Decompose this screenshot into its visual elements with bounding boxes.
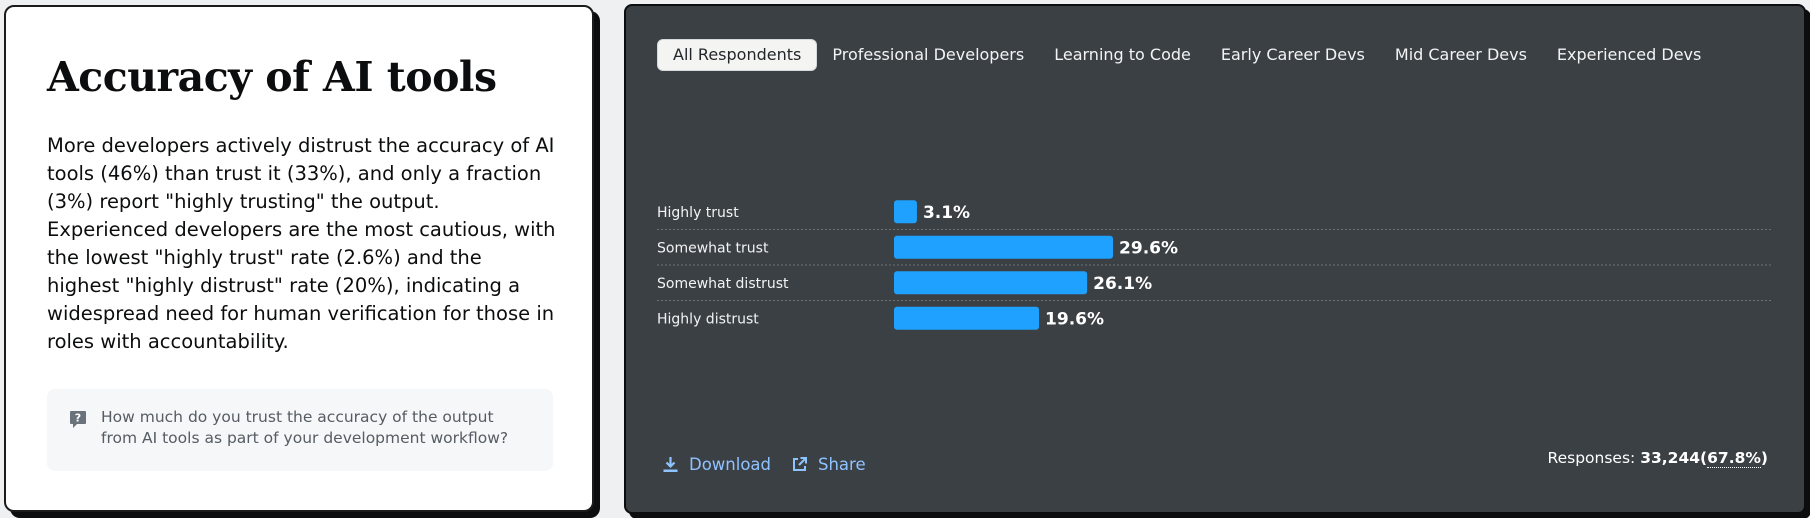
share-label: Share <box>818 455 866 474</box>
bar[interactable] <box>894 235 1114 259</box>
category-label: Highly trust <box>657 205 739 221</box>
bar[interactable] <box>894 306 1040 330</box>
summary-description: More developers actively distrust the ac… <box>47 134 556 353</box>
page-title: Accuracy of AI tools <box>47 53 497 101</box>
bar-value-label: 3.1% <box>923 203 970 223</box>
category-label: Somewhat distrust <box>657 276 789 292</box>
bar-value-label: 19.6% <box>1045 309 1104 329</box>
bar[interactable] <box>894 271 1088 295</box>
category-label: Highly distrust <box>657 311 759 327</box>
bar[interactable] <box>894 200 917 224</box>
survey-question: ? How much do you trust the accuracy of … <box>47 389 553 471</box>
tab-all-respondents[interactable]: All Respondents <box>657 39 818 71</box>
share-icon <box>793 457 807 471</box>
chart-card: All Respondents Professional Developers … <box>624 4 1806 514</box>
svg-text:?: ? <box>75 412 81 425</box>
tab-professional-developers[interactable]: Professional Developers <box>832 45 1025 64</box>
tab-early-career-devs[interactable]: Early Career Devs <box>1220 45 1365 64</box>
bar-chart: Highly trust 3.1% Somewhat trust 29.6% Somew… <box>657 200 1772 330</box>
bar-value-label: 26.1% <box>1093 274 1152 294</box>
responses-number: 33,244 <box>1640 449 1701 467</box>
download-label: Download <box>689 455 772 474</box>
category-label: Somewhat trust <box>657 240 769 256</box>
question-mark-icon: ? <box>70 411 86 428</box>
tab-learning-to-code[interactable]: Learning to Code <box>1054 45 1191 64</box>
download-icon <box>663 457 678 472</box>
responses-label: Responses: <box>1547 449 1636 467</box>
tab-experienced-devs[interactable]: Experienced Devs <box>1556 45 1702 64</box>
tab-mid-career-devs[interactable]: Mid Career Devs <box>1394 45 1527 64</box>
share-button[interactable]: Share <box>791 455 866 474</box>
survey-question-text: How much do you trust the accuracy of th… <box>101 408 509 447</box>
download-button[interactable]: Download <box>662 455 771 474</box>
responses-count: Responses: 33,244(67.8%) <box>1547 449 1768 468</box>
responses-percent: 67.8% <box>1707 449 1761 468</box>
summary-card: Accuracy of AI tools More developers act… <box>4 5 594 512</box>
audience-tabs: All Respondents Professional Developers … <box>657 39 1716 71</box>
bar-value-label: 29.6% <box>1119 238 1178 258</box>
